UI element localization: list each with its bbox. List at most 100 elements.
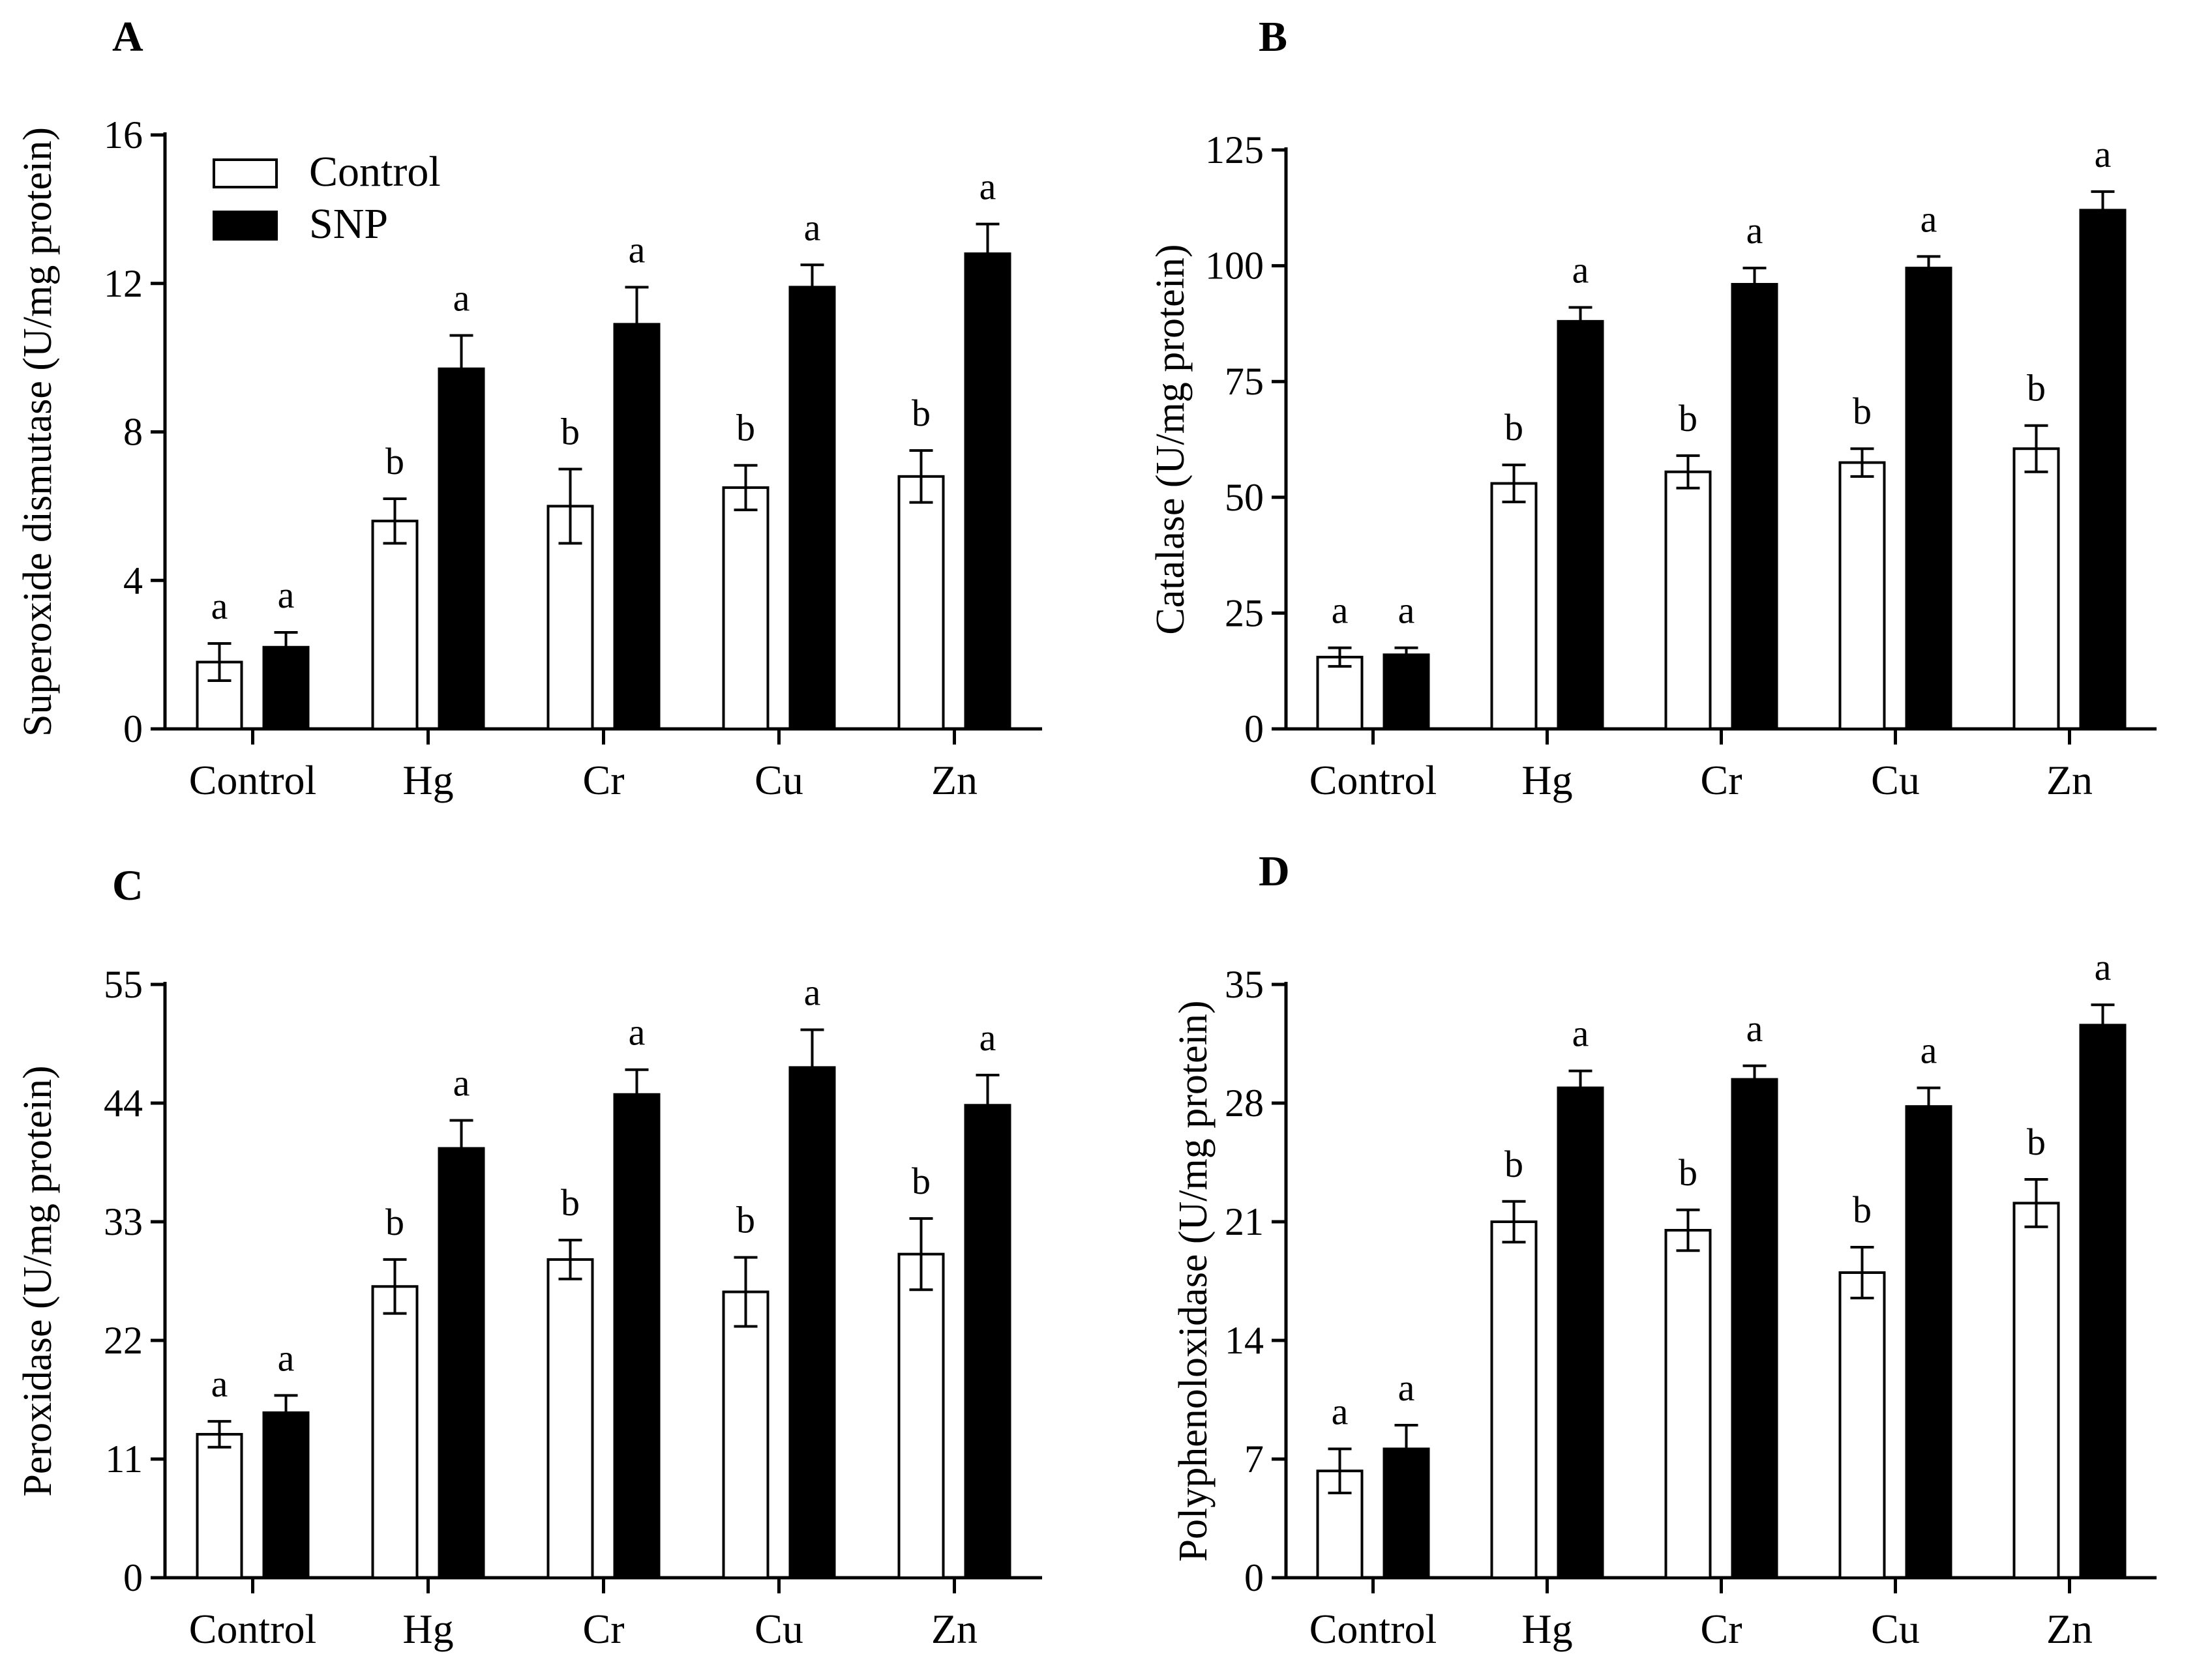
x-tick-label: Cu	[1871, 757, 1920, 803]
y-tick-label: 0	[1244, 707, 1264, 750]
significance-label: b	[736, 1199, 755, 1241]
bar-snp	[1382, 653, 1430, 730]
significance-label: a	[1746, 1007, 1763, 1050]
significance-label: b	[1679, 397, 1697, 439]
bar-control	[2012, 447, 2060, 730]
y-tick-label: 28	[1225, 1082, 1264, 1125]
y-tick-label: 11	[105, 1438, 143, 1481]
x-tick-label: Cu	[1871, 1606, 1920, 1652]
bar-snp	[1557, 1086, 1604, 1579]
significance-label: b	[2027, 367, 2046, 409]
x-tick-label: Control	[1309, 757, 1437, 803]
bar-snp	[788, 1066, 836, 1579]
bar-snp	[438, 1147, 485, 1580]
bar-snp	[613, 1093, 661, 1580]
y-tick-label: 4	[123, 559, 143, 602]
significance-label: a	[629, 228, 646, 271]
x-tick-label: Zn	[931, 757, 978, 803]
bar-snp	[438, 367, 485, 730]
y-tick-label: 33	[104, 1200, 143, 1243]
y-tick-label: 16	[104, 113, 143, 156]
significance-label: a	[278, 574, 295, 616]
bar-snp	[1905, 267, 1952, 731]
bar-control	[371, 1285, 419, 1579]
significance-label: a	[1921, 198, 1937, 240]
significance-label: b	[561, 410, 580, 452]
bar-control	[897, 475, 945, 730]
chart-panel-b: B Catalase (U/mg protein) 0 25 50 75 100 125 Con…	[1148, 13, 2157, 803]
y-tick-label: 8	[123, 411, 143, 454]
bar-control	[1490, 482, 1538, 730]
legend-swatch-control	[213, 158, 278, 188]
bar-snp	[1905, 1105, 1952, 1579]
significance-label: a	[1572, 1012, 1589, 1055]
legend-label-snp: SNP	[309, 200, 388, 248]
bar-snp	[1731, 283, 1778, 730]
significance-label: a	[278, 1337, 295, 1379]
y-axis-label: Peroxidase (U/mg protein)	[16, 1065, 60, 1496]
y-tick-label: 14	[1225, 1319, 1264, 1362]
y-tick-label: 50	[1225, 476, 1264, 519]
x-tick-label: Hg	[1521, 1606, 1572, 1652]
significance-label: a	[629, 1011, 646, 1054]
bar-snp	[964, 1104, 1011, 1579]
y-tick-label: 12	[104, 262, 143, 305]
y-tick-label: 55	[104, 963, 143, 1006]
bar-snp	[262, 645, 310, 730]
x-tick-label: Cr	[583, 1606, 625, 1652]
significance-label: b	[1679, 1151, 1697, 1194]
significance-label: a	[979, 1016, 996, 1059]
y-tick-label: 75	[1225, 360, 1264, 403]
significance-label: b	[385, 440, 404, 482]
bar-control	[897, 1252, 945, 1579]
y-tick-label: 0	[1244, 1556, 1264, 1599]
significance-label: b	[1504, 406, 1523, 449]
significance-label: a	[211, 585, 228, 627]
bar-snp	[262, 1411, 310, 1579]
significance-label: a	[979, 166, 996, 208]
x-tick-label: Zn	[2046, 1606, 2093, 1652]
bar-control	[371, 520, 419, 731]
y-tick-label: 44	[104, 1082, 143, 1125]
significance-label: b	[1853, 1189, 1872, 1231]
significance-label: b	[561, 1181, 580, 1224]
y-tick-label: 22	[104, 1319, 143, 1362]
y-tick-label: 0	[123, 1556, 143, 1599]
x-tick-label: Control	[189, 757, 317, 803]
significance-label: a	[211, 1363, 228, 1405]
significance-label: a	[1921, 1029, 1937, 1072]
y-tick-label: 125	[1205, 128, 1264, 171]
significance-label: b	[2027, 1121, 2046, 1163]
x-tick-label: Zn	[931, 1606, 978, 1652]
legend-swatch-snp	[213, 211, 278, 241]
y-tick-label: 100	[1205, 244, 1264, 288]
significance-label: b	[736, 407, 755, 449]
bar-control	[1838, 1271, 1886, 1579]
x-tick-label: Zn	[2046, 757, 2093, 803]
x-tick-label: Cu	[755, 1606, 803, 1652]
y-tick-label: 7	[1244, 1438, 1264, 1481]
chart-panel-c: C Peroxidase (U/mg protein) 0 11 22 33 44 55 Con…	[16, 862, 1042, 1652]
bar-control	[1664, 470, 1712, 731]
significance-label: b	[1853, 390, 1872, 432]
bar-snp	[613, 323, 661, 731]
bar-snp	[2079, 1024, 2127, 1579]
y-axis-label: Catalase (U/mg protein)	[1148, 244, 1193, 634]
bar-control	[546, 1258, 594, 1579]
significance-label: a	[1572, 249, 1589, 291]
significance-label: a	[453, 1061, 470, 1104]
bar-snp	[964, 252, 1011, 730]
significance-label: a	[1398, 1366, 1415, 1409]
bar-snp	[2079, 209, 2127, 730]
significance-label: a	[804, 971, 821, 1013]
significance-label: b	[912, 392, 931, 434]
y-axis-label: Superoxide dismutase (U/mg protein)	[16, 127, 60, 737]
bar-snp	[1382, 1447, 1430, 1579]
x-tick-label: Hg	[402, 1606, 453, 1652]
bar-control	[1664, 1229, 1712, 1579]
x-tick-label: Hg	[1521, 757, 1572, 803]
panel-letter: B	[1259, 13, 1287, 61]
x-tick-label: Cr	[1701, 757, 1742, 803]
bar-control	[722, 1290, 770, 1579]
